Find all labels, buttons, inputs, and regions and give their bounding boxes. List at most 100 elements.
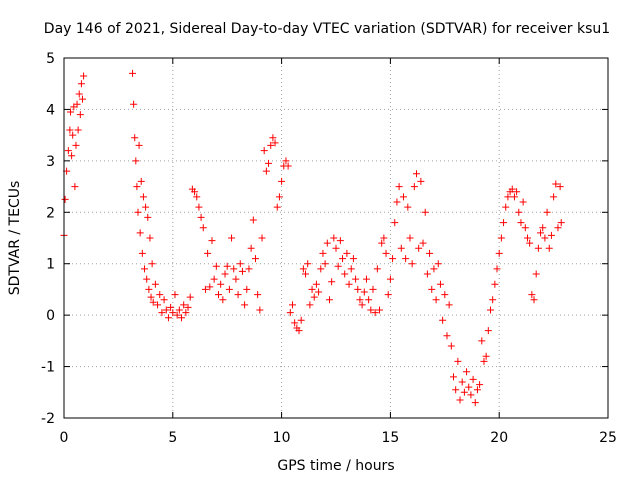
y-tick-label: 3 (46, 154, 55, 170)
data-point (208, 237, 216, 245)
y-tick-label: 4 (46, 102, 55, 118)
chart-title: Day 146 of 2021, Sidereal Day-to-day VTE… (44, 21, 610, 37)
data-point (523, 234, 531, 242)
data-point (369, 285, 377, 293)
data-point (291, 319, 299, 327)
data-point (493, 265, 501, 273)
data-point (72, 141, 80, 149)
data-point (201, 285, 209, 293)
data-point (310, 293, 318, 301)
data-point (452, 386, 460, 394)
data-point (528, 291, 536, 299)
data-point (262, 167, 270, 175)
grid (64, 58, 608, 418)
data-point (489, 296, 497, 304)
data-point (151, 280, 159, 288)
y-tick-label: 5 (46, 51, 55, 67)
data-point (136, 229, 144, 237)
data-point (336, 237, 344, 245)
data-point (458, 378, 466, 386)
data-point (321, 260, 329, 268)
data-point (426, 249, 434, 257)
data-point (78, 95, 86, 103)
data-point (325, 296, 333, 304)
data-point (382, 249, 390, 257)
data-point (515, 208, 523, 216)
data-point (133, 183, 141, 191)
data-point (302, 270, 310, 278)
data-point (135, 141, 143, 149)
data-point (212, 262, 220, 270)
data-point (265, 159, 273, 167)
data-point (204, 249, 212, 257)
data-point (356, 296, 364, 304)
data-point (482, 352, 490, 360)
data-point (404, 203, 412, 211)
data-point (164, 314, 172, 322)
data-point (147, 293, 155, 301)
y-tick-label: 1 (46, 257, 55, 273)
data-point (73, 100, 81, 108)
y-tick-label: -1 (41, 360, 55, 376)
data-point (413, 170, 421, 178)
data-point (456, 396, 464, 404)
data-point (454, 357, 462, 365)
data-point (508, 185, 516, 193)
data-point (378, 239, 386, 247)
data-point (167, 303, 175, 311)
data-point (402, 255, 410, 263)
data-point (221, 270, 229, 278)
data-point (182, 309, 190, 317)
data-point (334, 262, 342, 270)
data-point (537, 229, 545, 237)
data-point (145, 285, 153, 293)
data-point (526, 239, 534, 247)
data-point (502, 203, 510, 211)
data-point (297, 316, 305, 324)
data-point (197, 213, 205, 221)
data-point (74, 126, 82, 134)
data-point (415, 244, 423, 252)
data-point (267, 141, 275, 149)
data-point (450, 373, 458, 381)
data-point (236, 260, 244, 268)
data-point (376, 306, 384, 314)
data-point (467, 391, 475, 399)
plot-frame (63, 57, 609, 419)
data-point (478, 337, 486, 345)
data-point (162, 306, 170, 314)
data-point (423, 270, 431, 278)
data-point (517, 219, 525, 227)
data-point (556, 183, 564, 191)
data-point (64, 147, 72, 155)
data-point (541, 234, 549, 242)
data-point (269, 134, 277, 142)
data-point (137, 177, 145, 185)
data-point (141, 265, 149, 273)
data-point (304, 260, 312, 268)
data-point (397, 244, 405, 252)
data-point (389, 255, 397, 263)
data-point (439, 316, 447, 324)
data-point (173, 311, 181, 319)
y-tick-label: 2 (46, 205, 55, 221)
data-point (286, 309, 294, 317)
data-point (443, 332, 451, 340)
data-point (68, 152, 76, 160)
data-point (391, 219, 399, 227)
data-point (510, 193, 518, 201)
data-point (323, 239, 331, 247)
axis-ticks: 0 5 10 15 20 25 -2 -1 0 1 2 3 4 5 (41, 51, 617, 446)
data-point (354, 285, 362, 293)
data-point (146, 234, 154, 242)
data-point (432, 296, 440, 304)
x-tick-label: 5 (168, 430, 177, 446)
data-point (419, 239, 427, 247)
data-point (245, 265, 253, 273)
data-point (552, 180, 560, 188)
data-point (339, 255, 347, 263)
data-point (191, 188, 199, 196)
data-point (386, 275, 394, 283)
data-point (332, 244, 340, 252)
data-point (476, 381, 484, 389)
